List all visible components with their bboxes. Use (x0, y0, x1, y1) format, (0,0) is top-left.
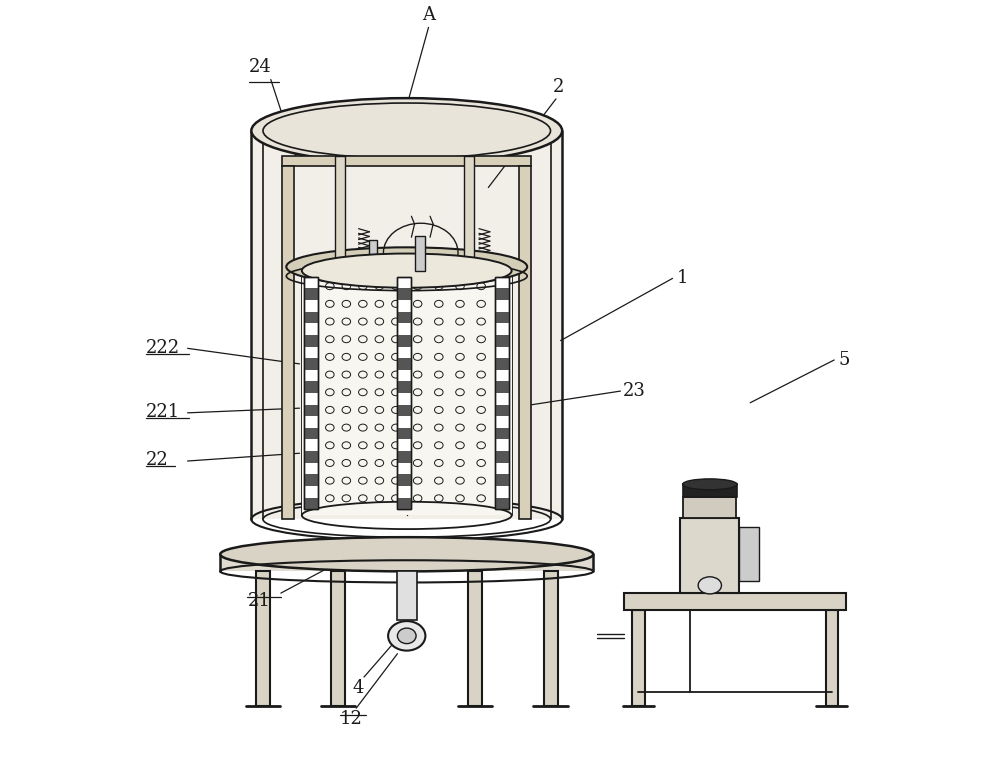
Bar (304, 276, 318, 509)
Polygon shape (495, 405, 509, 416)
Polygon shape (495, 474, 509, 486)
Ellipse shape (397, 628, 416, 644)
Bar (302, 271, 512, 515)
Bar (256, 572, 270, 706)
Ellipse shape (302, 254, 512, 287)
Ellipse shape (286, 248, 527, 286)
Text: 221: 221 (146, 403, 180, 421)
Ellipse shape (698, 577, 721, 594)
Text: A: A (422, 6, 435, 24)
Ellipse shape (251, 98, 562, 163)
Bar (464, 156, 474, 267)
Bar (369, 241, 377, 270)
Polygon shape (495, 451, 509, 462)
Polygon shape (495, 381, 509, 393)
Polygon shape (397, 288, 411, 300)
Bar (304, 276, 318, 509)
Bar (680, 519, 739, 593)
Polygon shape (495, 428, 509, 440)
Bar (495, 276, 509, 509)
Polygon shape (397, 312, 411, 323)
Ellipse shape (683, 479, 737, 490)
Ellipse shape (388, 621, 425, 651)
Polygon shape (304, 428, 318, 440)
Polygon shape (304, 358, 318, 369)
Text: 22: 22 (146, 451, 168, 469)
Polygon shape (495, 358, 509, 369)
Polygon shape (304, 381, 318, 393)
Polygon shape (304, 312, 318, 323)
Bar (519, 166, 531, 519)
Bar (624, 593, 846, 610)
Bar (331, 572, 345, 706)
Polygon shape (495, 497, 509, 509)
Polygon shape (304, 405, 318, 416)
Bar (282, 166, 294, 519)
Ellipse shape (220, 537, 593, 572)
Bar (632, 610, 645, 706)
Bar (282, 156, 531, 166)
Polygon shape (397, 381, 411, 393)
Polygon shape (397, 497, 411, 509)
Polygon shape (495, 312, 509, 323)
Bar (826, 610, 838, 706)
Polygon shape (397, 428, 411, 440)
Polygon shape (495, 335, 509, 347)
Text: 23: 23 (623, 382, 646, 400)
Bar (544, 572, 558, 706)
Polygon shape (304, 451, 318, 462)
Polygon shape (304, 497, 318, 509)
Bar (415, 236, 425, 271)
Polygon shape (397, 474, 411, 486)
Polygon shape (397, 405, 411, 416)
Bar (739, 527, 759, 581)
Polygon shape (304, 335, 318, 347)
Bar (495, 276, 509, 509)
Text: 24: 24 (249, 59, 272, 77)
Bar (397, 572, 417, 620)
Text: 2: 2 (553, 78, 564, 96)
Polygon shape (397, 451, 411, 462)
Bar (251, 130, 562, 519)
Bar (220, 555, 593, 572)
Bar (397, 276, 411, 509)
Bar (335, 156, 345, 267)
Bar (683, 484, 737, 497)
Polygon shape (304, 474, 318, 486)
Bar (468, 572, 482, 706)
Polygon shape (304, 288, 318, 300)
Bar (683, 497, 736, 519)
Bar (397, 276, 411, 509)
Text: 21: 21 (248, 591, 271, 609)
Polygon shape (397, 358, 411, 369)
Text: 222: 222 (146, 339, 180, 357)
Text: 12: 12 (339, 710, 362, 728)
Text: 1: 1 (677, 269, 689, 287)
Polygon shape (397, 335, 411, 347)
Polygon shape (495, 288, 509, 300)
Text: 4: 4 (353, 679, 364, 697)
Text: 5: 5 (838, 351, 849, 369)
